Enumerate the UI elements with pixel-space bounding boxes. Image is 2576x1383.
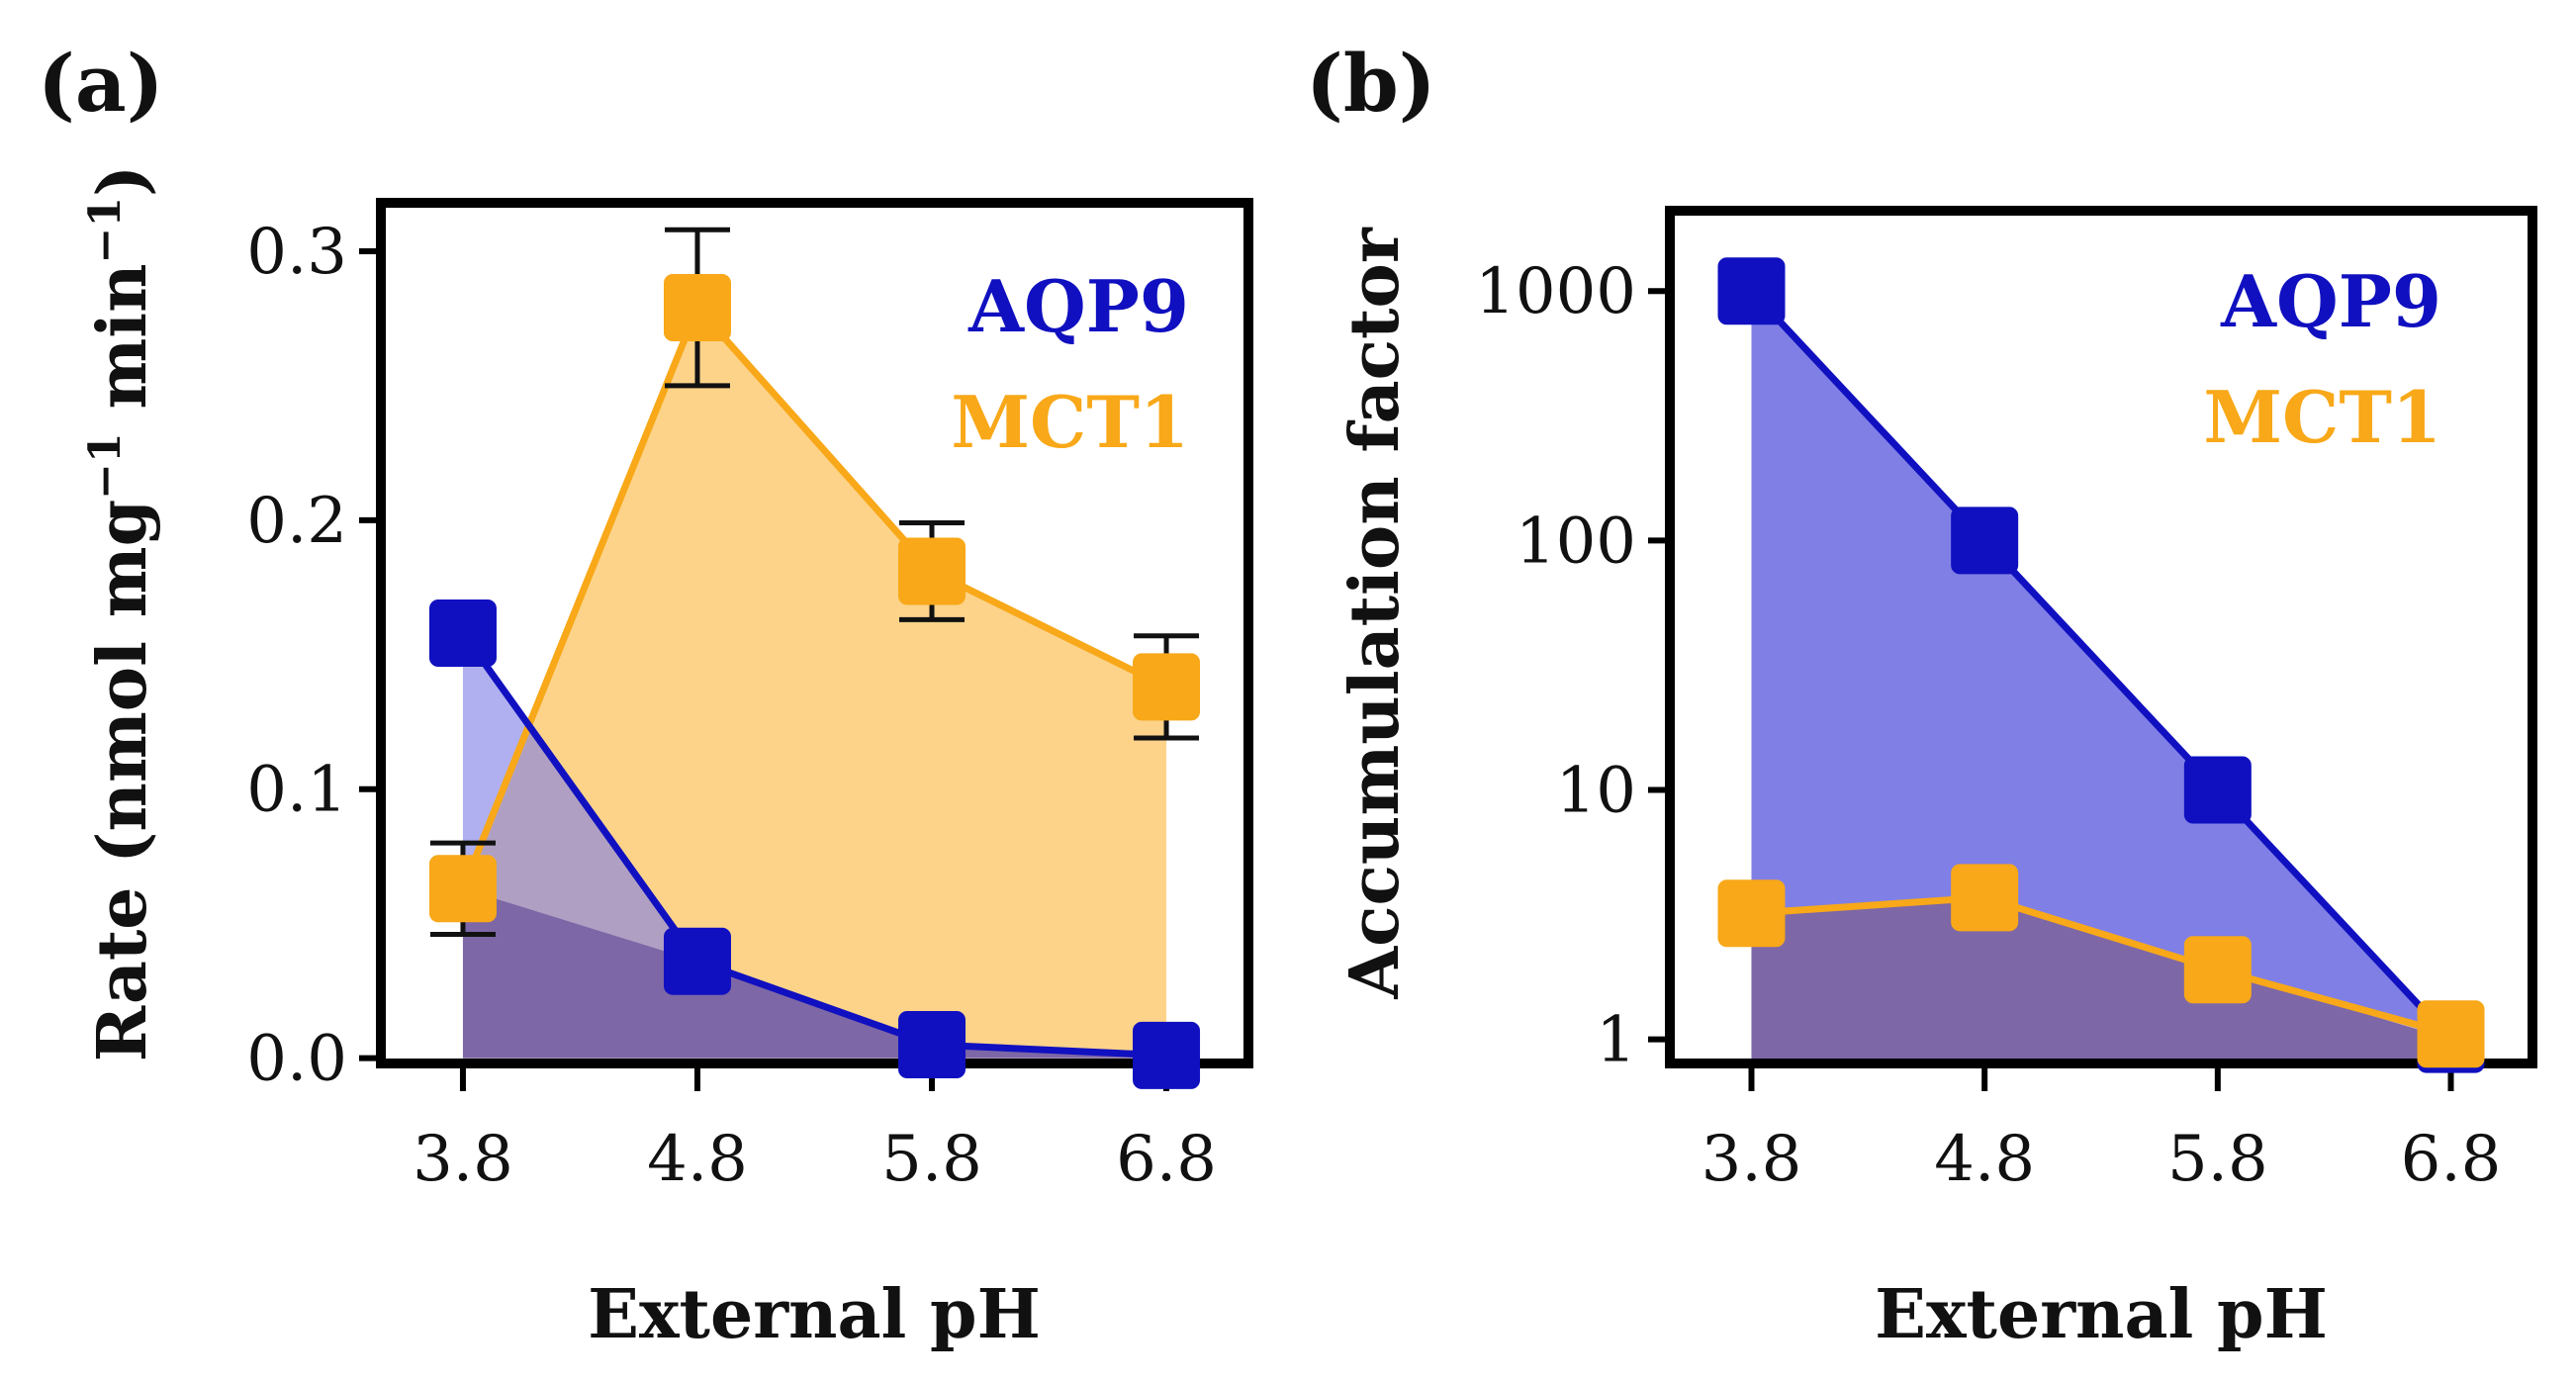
panel-a-legend-mct1: MCT1 bbox=[951, 380, 1189, 464]
panel-b-y-axis-title: Accumulation factor bbox=[1335, 227, 1415, 999]
panel-b: (b) 1 10 100 1000 3.8 4.8 5.8 6.8 External pH A… bbox=[1306, 37, 2537, 1354]
panel-b-x-tick-label-3: 6.8 bbox=[2401, 1123, 2502, 1196]
panel-a-frame bbox=[376, 198, 1253, 1068]
panel-a-area-overlap bbox=[462, 888, 1167, 1059]
panel-b-y-tick-label-0: 1 bbox=[1596, 1004, 1636, 1077]
panel-a-y-tick-label-2: 0.2 bbox=[246, 485, 347, 558]
panel-a-marker-aqp9-0 bbox=[428, 599, 497, 667]
panel-a-marker-mct1-3 bbox=[1133, 653, 1201, 721]
panel-b-marker-aqp9-2 bbox=[2183, 756, 2252, 824]
panel-b-x-tick-label-1: 4.8 bbox=[1934, 1123, 2035, 1196]
panel-a-marker-aqp9-3 bbox=[1133, 1021, 1201, 1089]
panel-a-marker-mct1-1 bbox=[663, 274, 731, 342]
panel-a-area-mct1 bbox=[462, 308, 1167, 1059]
panel-a-x-tick-label-0: 3.8 bbox=[413, 1123, 513, 1196]
panel-a-y-tick-label-0: 0.0 bbox=[246, 1023, 347, 1096]
panel-a-marker-mct1-2 bbox=[898, 537, 966, 605]
panel-b-area-overlap bbox=[1751, 897, 2451, 1063]
panel-b-marker-mct1-1 bbox=[1951, 864, 2019, 932]
panel-a-y-tick-label-3: 0.3 bbox=[246, 216, 347, 289]
panel-b-frame bbox=[1665, 206, 2537, 1068]
panel-b-y-tick-label-1: 10 bbox=[1556, 754, 1636, 827]
panel-a-line-mct1 bbox=[459, 301, 1168, 890]
panel-a: (a) 0.0 0.1 0.2 0.3 3.8 4.8 5.8 6.8 External pH… bbox=[38, 37, 1253, 1354]
panel-a-marker-mct1-0 bbox=[428, 855, 497, 923]
panel-b-marker-aqp9-1 bbox=[1951, 507, 2019, 575]
panel-b-x-tick-label-0: 3.8 bbox=[1702, 1123, 1802, 1196]
panel-b-line-mct1 bbox=[1751, 893, 2452, 1038]
panel-b-legend-mct1: MCT1 bbox=[2203, 375, 2441, 459]
panel-b-x-axis-title: External pH bbox=[1875, 1275, 2328, 1354]
panel-a-x-tick-label-3: 6.8 bbox=[1116, 1123, 1217, 1196]
panel-a-marker-aqp9-1 bbox=[663, 927, 731, 995]
panel-b-label: (b) bbox=[1306, 37, 1436, 130]
panel-a-x-axis-title: External pH bbox=[588, 1275, 1041, 1354]
panel-b-y-tick-label-3: 1000 bbox=[1475, 255, 1636, 328]
panel-b-legend-aqp9: AQP9 bbox=[2220, 259, 2441, 343]
panel-a-label: (a) bbox=[38, 37, 164, 130]
panel-b-marker-mct1-3 bbox=[2417, 1000, 2485, 1068]
panel-b-x-tick-label-2: 5.8 bbox=[2167, 1123, 2268, 1196]
panel-b-marker-mct1-2 bbox=[2183, 936, 2252, 1004]
panel-a-legend-aqp9: AQP9 bbox=[967, 264, 1189, 348]
panel-a-x-tick-label-2: 5.8 bbox=[881, 1123, 982, 1196]
panel-a-line-aqp9 bbox=[460, 630, 1167, 1060]
panel-a-marker-aqp9-2 bbox=[898, 1010, 966, 1078]
panel-a-y-axis-title: Rate (nmol mg−1 min−1) bbox=[80, 165, 162, 1061]
panel-b-marker-mct1-0 bbox=[1717, 879, 1786, 948]
panel-a-x-tick-label-1: 4.8 bbox=[647, 1123, 748, 1196]
panel-b-plot-area: 1 10 100 1000 3.8 4.8 5.8 6.8 bbox=[1475, 206, 2537, 1196]
panel-a-plot-area: 0.0 0.1 0.2 0.3 3.8 4.8 5.8 6.8 bbox=[246, 198, 1253, 1196]
panel-b-area-aqp9 bbox=[1751, 291, 2451, 1064]
panel-b-line-aqp9 bbox=[1748, 288, 2454, 1042]
panel-b-y-tick-label-2: 100 bbox=[1516, 505, 1636, 578]
panel-b-marker-aqp9-0 bbox=[1717, 257, 1786, 325]
panel-a-y-tick-label-1: 0.1 bbox=[246, 754, 347, 827]
